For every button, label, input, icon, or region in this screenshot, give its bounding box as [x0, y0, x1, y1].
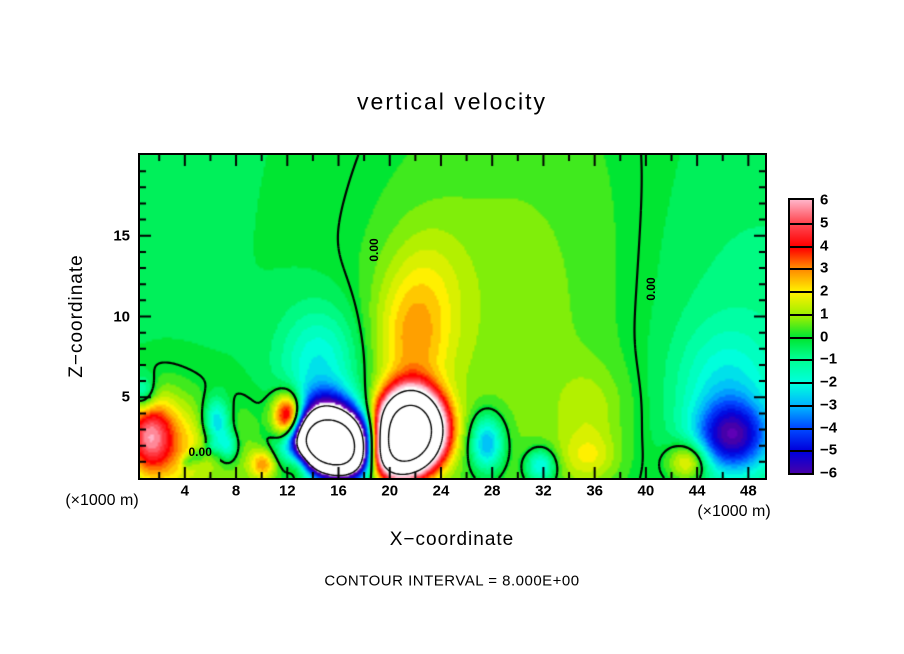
colorbar-cell	[790, 200, 812, 223]
x-tick-label: 24	[432, 482, 450, 500]
x-axis-unit-left: (×1000 m)	[65, 492, 139, 509]
colorbar-cell	[790, 222, 812, 246]
colorbar-cell	[790, 404, 812, 428]
x-axis-title: X−coordinate	[389, 529, 515, 550]
z-tick-label: 15	[113, 227, 130, 245]
x-tick-label: 16	[330, 482, 347, 500]
contour-lines-canvas	[140, 155, 765, 478]
colorbar	[788, 198, 814, 475]
plot-title: vertical velocity	[357, 88, 547, 115]
colorbar-tick-label: 5	[820, 214, 829, 232]
colorbar-cell	[790, 245, 812, 269]
colorbar-tick-label: −3	[820, 396, 838, 414]
colorbar-cell	[790, 313, 812, 337]
x-tick-label: 44	[688, 482, 706, 500]
contour-interval-caption: CONTOUR INTERVAL = 8.000E+00	[324, 572, 580, 590]
colorbar-tick-label: 6	[820, 191, 829, 209]
colorbar-cell	[790, 450, 812, 473]
colorbar-cell	[790, 268, 812, 291]
colorbar-cell	[790, 336, 812, 360]
colorbar-cell	[790, 427, 812, 451]
x-tick-label: 12	[278, 482, 296, 500]
colorbar-tick-label: 3	[820, 259, 829, 277]
colorbar-tick-label: −1	[820, 350, 838, 368]
colorbar-tick-label: 4	[820, 237, 829, 254]
x-tick-label: 40	[637, 482, 655, 500]
x-tick-label: 4	[180, 482, 189, 500]
colorbar-cell	[790, 382, 812, 405]
colorbar-cell	[790, 291, 812, 314]
colorbar-tick-label: 1	[820, 305, 829, 323]
x-tick-label: 48	[740, 482, 757, 500]
z-tick-label: 5	[121, 388, 130, 406]
colorbar-tick-label: 0	[820, 328, 829, 345]
z-axis-title: Z−coordinate	[66, 254, 87, 378]
colorbar-tick-label: −5	[820, 441, 838, 459]
x-tick-label: 36	[586, 482, 603, 500]
plot-area	[138, 153, 767, 480]
colorbar-tick-label: −4	[820, 419, 838, 436]
x-tick-label: 32	[535, 482, 552, 500]
colorbar-tick-label: 2	[820, 282, 829, 300]
colorbar-tick-label: −2	[820, 373, 838, 391]
colorbar-tick-label: −6	[820, 464, 838, 482]
zero-contour-label: 0.00	[644, 277, 658, 301]
zero-contour-label: 0.00	[188, 445, 212, 460]
colorbar-cell	[790, 359, 812, 382]
x-tick-label: 28	[483, 482, 501, 500]
x-tick-label: 20	[381, 482, 399, 500]
x-axis-unit-right: (×1000 m)	[697, 503, 771, 520]
z-tick-label: 10	[113, 308, 130, 325]
x-tick-label: 8	[231, 482, 241, 500]
zero-contour-label: 0.00	[367, 238, 382, 262]
